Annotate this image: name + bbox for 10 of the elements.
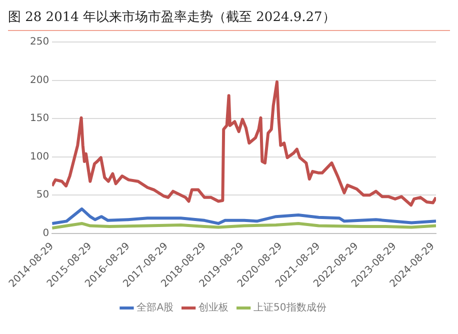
legend-label: 全部A股 (136, 302, 174, 314)
chart-title: 图 28 2014 年以来市场市盈率走势（截至 2024.9.27） (8, 8, 450, 31)
y-tick-label: 0 (42, 228, 50, 240)
y-tick-label: 100 (30, 151, 50, 162)
legend-label: 创业板 (198, 302, 229, 314)
y-tick-label: 250 (30, 36, 50, 48)
legend-label: 上证50指数成份 (254, 302, 326, 314)
y-tick-label: 150 (30, 113, 50, 124)
y-tick-label: 50 (36, 190, 50, 201)
y-tick-label: 200 (30, 74, 50, 86)
